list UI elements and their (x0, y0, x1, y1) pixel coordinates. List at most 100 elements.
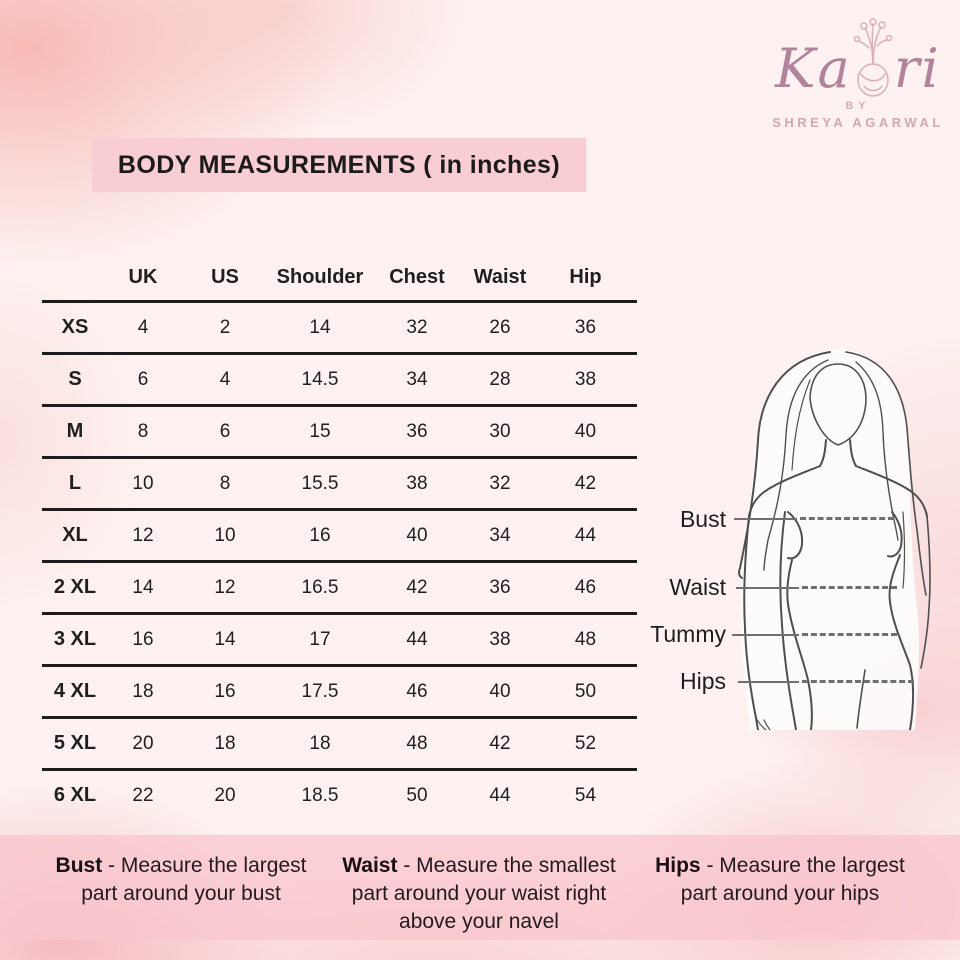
measurement-value: 26 (489, 316, 511, 338)
measurement-value: 28 (489, 368, 511, 390)
measurement-value: 32 (489, 472, 511, 494)
note-bust: Bust - Measure the largest part around y… (46, 852, 316, 908)
measurement-value: 14 (132, 576, 154, 598)
table-row: L 10 8 15.5 38 32 42 (42, 456, 637, 508)
table-row: 2 XL 14 12 16.5 42 36 46 (42, 560, 637, 612)
measurement-value: 6 (137, 368, 149, 390)
column-header: Hip (569, 266, 602, 288)
note-bust-text: - Measure the largest part around your b… (81, 854, 307, 905)
measurement-value: 48 (574, 628, 597, 650)
figure-label-tummy: Tummy (650, 621, 726, 647)
size-table: UK US Shoulder Chest Waist Hip XS 4 2 14 32 26 36 S 6 4… (42, 255, 637, 820)
brand-owner-text: SHREYA AGARWAL (772, 115, 944, 130)
note-hips: Hips - Measure the largest part around y… (644, 852, 916, 908)
size-label: 3 XL (53, 628, 97, 650)
size-label: 2 XL (53, 576, 97, 598)
measurement-value: 40 (489, 680, 511, 702)
measurement-value: 10 (132, 472, 154, 494)
measurement-value: 12 (214, 576, 236, 598)
measurement-value: 18 (309, 732, 331, 754)
measurement-value: 15.5 (301, 472, 339, 494)
waist-dashed-line (802, 586, 897, 589)
measurement-value: 42 (406, 576, 428, 598)
note-hips-label: Hips (655, 854, 701, 877)
figure-label-hips: Hips (679, 668, 726, 694)
measurement-value: 17.5 (301, 680, 339, 702)
figure-label-bust: Bust (679, 506, 726, 532)
measurement-value: 8 (137, 420, 149, 442)
tummy-pointer-line (732, 634, 799, 636)
hips-dashed-line (802, 680, 914, 683)
note-hips-text: - Measure the largest part around your h… (680, 854, 905, 905)
brand-logo: Ka ri BY SHREYA AGARWAL (768, 14, 948, 130)
size-label: M (66, 420, 84, 442)
table-row: 6 XL 22 20 18.5 50 44 54 (42, 768, 637, 820)
hips-pointer-line (738, 681, 799, 683)
bust-dashed-line (800, 517, 894, 520)
measurement-value: 4 (137, 316, 149, 338)
table-row: XS 4 2 14 32 26 36 (42, 300, 637, 352)
size-label: L (68, 472, 82, 494)
flower-vase-icon (853, 18, 892, 97)
measurement-value: 20 (214, 784, 236, 806)
measurement-value: 38 (406, 472, 428, 494)
measurement-value: 40 (574, 420, 597, 442)
measurement-value: 44 (406, 628, 428, 650)
measurement-value: 42 (489, 732, 511, 754)
measurement-value: 54 (574, 784, 597, 806)
measurement-value: 15 (309, 420, 331, 442)
measurement-value: 30 (489, 420, 511, 442)
measurement-value: 42 (574, 472, 597, 494)
measurement-value: 36 (406, 420, 428, 442)
table-row: M 8 6 15 36 30 40 (42, 404, 637, 456)
note-bust-label: Bust (55, 854, 103, 877)
measurement-value: 16 (132, 628, 154, 650)
measurement-value: 52 (574, 732, 597, 754)
waist-pointer-line (736, 587, 799, 589)
measurement-value: 44 (574, 524, 597, 546)
table-row: 5 XL 20 18 18 48 42 52 (42, 716, 637, 768)
measurement-value: 8 (219, 472, 231, 494)
measurement-value: 46 (574, 576, 597, 598)
measurement-value: 20 (132, 732, 154, 754)
measurement-value: 16.5 (301, 576, 339, 598)
brand-name-right: ri (893, 37, 941, 100)
measurement-value: 46 (406, 680, 428, 702)
column-header: Chest (389, 266, 445, 288)
measurement-value: 44 (489, 784, 511, 806)
title-banner: BODY MEASUREMENTS ( in inches) (92, 138, 586, 192)
measurement-value: 17 (309, 628, 331, 650)
brand-name: Ka ri (768, 14, 948, 100)
table-row: 4 XL 18 16 17.5 46 40 50 (42, 664, 637, 716)
note-waist-text: - Measure the smallest part around your … (351, 854, 616, 933)
measurement-value: 10 (214, 524, 236, 546)
measurement-value: 18 (214, 732, 236, 754)
measurement-value: 14 (309, 316, 331, 338)
measurement-value: 12 (132, 524, 154, 546)
measurement-value: 32 (406, 316, 428, 338)
column-header: UK (128, 266, 158, 288)
measurement-value: 4 (219, 368, 231, 390)
size-label: 4 XL (53, 680, 97, 702)
note-waist-label: Waist (342, 854, 398, 877)
measurement-value: 38 (574, 368, 597, 390)
table-header-row: UK US Shoulder Chest Waist Hip (42, 255, 637, 300)
bust-pointer-line (734, 518, 797, 520)
column-header: Waist (473, 266, 527, 288)
measurement-value: 34 (406, 368, 428, 390)
measurement-value: 38 (489, 628, 511, 650)
measurement-value: 36 (489, 576, 511, 598)
size-label: 5 XL (53, 732, 97, 754)
column-header: Shoulder (276, 266, 364, 288)
page-title: BODY MEASUREMENTS ( in inches) (117, 150, 561, 179)
measurement-value: 22 (132, 784, 154, 806)
table-row: S 6 4 14.5 34 28 38 (42, 352, 637, 404)
notes-band (0, 835, 960, 940)
table-row: XL 12 10 16 40 34 44 (42, 508, 637, 560)
figure-label-waist: Waist (669, 574, 726, 600)
measurement-value: 2 (219, 316, 231, 338)
measurement-value: 16 (309, 524, 331, 546)
size-label: 6 XL (53, 784, 97, 806)
measurement-value: 40 (406, 524, 428, 546)
